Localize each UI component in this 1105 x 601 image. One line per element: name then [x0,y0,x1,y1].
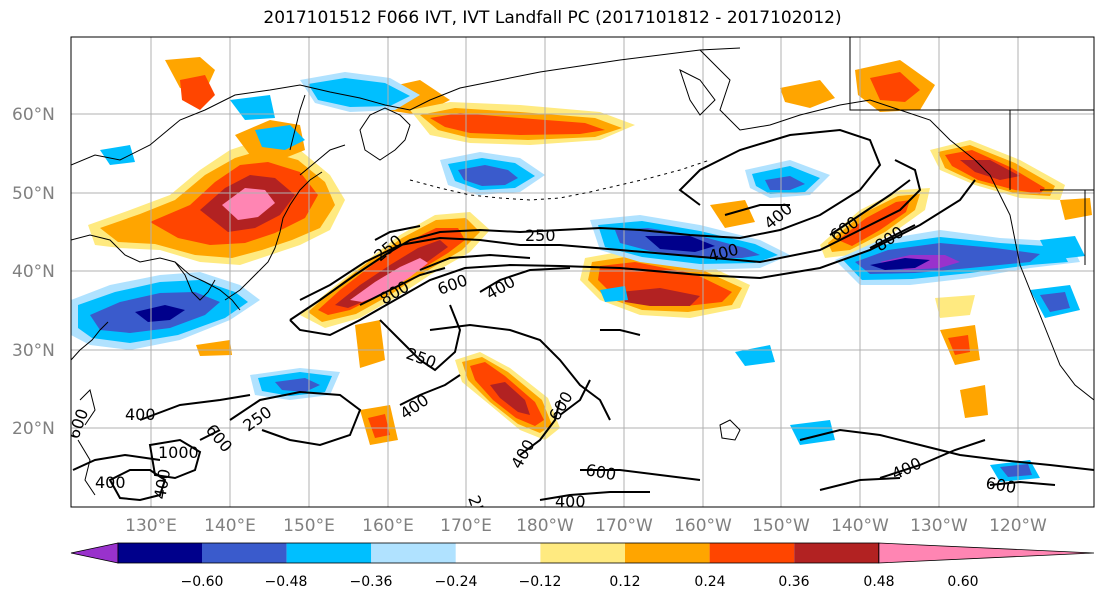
colorbar-extend-max [878,542,1095,564]
contour-label: 400 [125,405,156,424]
lat-label: 60°N [12,105,55,125]
coastlines [71,37,1094,496]
colorbar-outline [117,542,880,564]
contour-label: 1000 [158,443,199,462]
lat-label: 20°N [12,419,55,439]
colorbar-segment [286,543,372,563]
lon-label: 180°W [516,516,574,536]
colorbar-extend-min [70,542,119,564]
lat-label: 50°N [12,184,55,204]
colorbar-labels: −0.60 −0.48 −0.36 −0.24 −0.12 0.12 0.24 … [181,574,979,590]
lon-label: 150°E [283,516,335,536]
colorbar-segment [625,543,710,563]
contour-label: 400 [95,473,126,492]
colorbar-label: 0.48 [863,574,894,590]
contour-label: 400 [555,492,586,511]
colorbar-segment [709,543,795,563]
colorbar-segment [794,543,879,563]
anomaly-shading [71,57,1092,482]
lon-label: 130°E [125,516,177,536]
lon-label: 170°E [440,516,492,536]
ivt-contours [72,128,1094,502]
lon-label: 120°W [989,516,1047,536]
colorbar-segment [455,543,541,563]
colorbar-label: −0.60 [181,574,224,590]
lon-label: 140°E [204,516,256,536]
colorbar-label: 0.24 [694,574,725,590]
colorbar-segment [118,543,202,563]
lat-label: 30°N [12,341,55,361]
colorbar-label: −0.36 [350,574,393,590]
colorbar: −0.60 −0.48 −0.36 −0.24 −0.12 0.12 0.24 … [70,542,1095,590]
lon-label: 130°W [910,516,968,536]
colorbar-label: −0.12 [519,574,562,590]
colorbar-label: 0.36 [778,574,809,590]
lat-label: 40°N [12,262,55,282]
lon-label: 150°W [752,516,810,536]
lon-label: 160°W [674,516,732,536]
map-title: 2017101512 F066 IVT, IVT Landfall PC (20… [263,8,842,28]
colorbar-segment [202,543,287,563]
colorbar-label: 0.12 [609,574,640,590]
lon-label: 160°E [362,516,414,536]
contour-label: 250 [525,226,556,245]
graticule [71,37,1094,507]
colorbar-segment [540,543,625,563]
colorbar-segments [70,542,1095,564]
colorbar-label: −0.48 [265,574,308,590]
longitude-labels: 130°E 140°E 150°E 160°E 170°E 180°W 170°… [125,516,1047,536]
map-frame [70,36,1095,508]
lon-label: 140°W [831,516,889,536]
colorbar-label: −0.24 [435,574,478,590]
latitude-labels: 60°N 50°N 40°N 30°N 20°N [12,105,55,439]
lon-label: 170°W [595,516,653,536]
colorbar-segment [371,543,456,563]
colorbar-label: 0.60 [947,574,978,590]
